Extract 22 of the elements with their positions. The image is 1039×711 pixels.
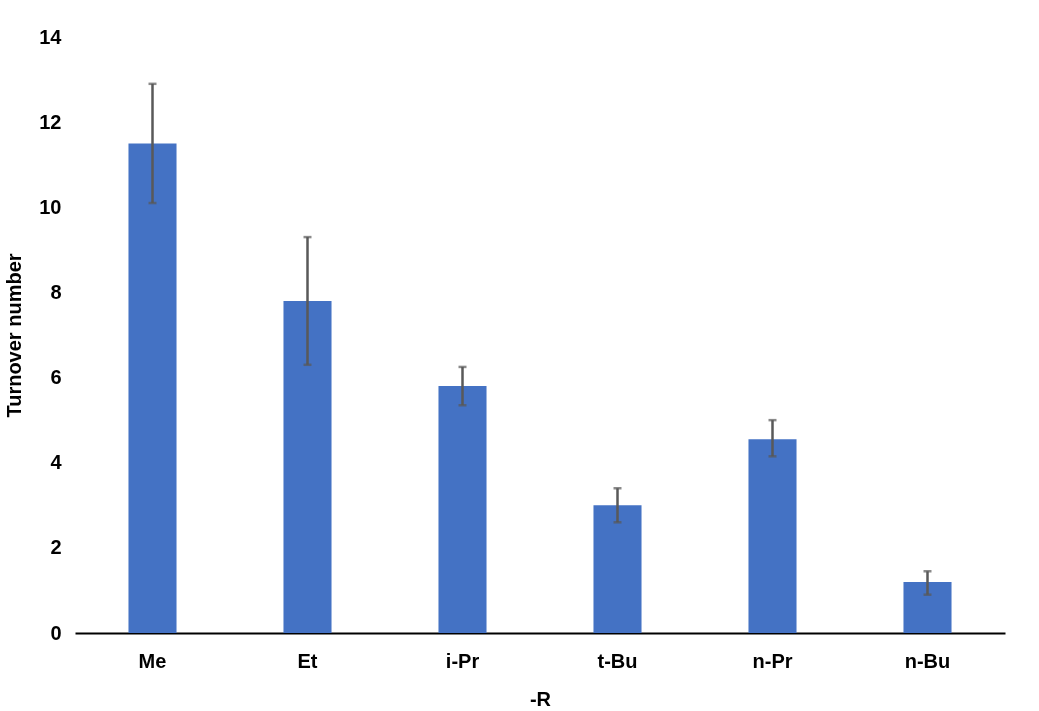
- y-tick-label: 10: [39, 195, 62, 218]
- y-tick-label: 2: [50, 536, 62, 559]
- x-tick-label: n-Pr: [752, 649, 793, 672]
- bar: [283, 300, 332, 633]
- x-axis-title: -R: [529, 687, 552, 710]
- bar: [903, 581, 952, 633]
- x-tick-label: n-Bu: [904, 649, 951, 672]
- bar: [748, 439, 797, 633]
- y-tick-label: 14: [39, 25, 63, 48]
- x-tick-label: Et: [297, 649, 318, 672]
- x-tick-label: Me: [138, 649, 167, 672]
- bar: [438, 386, 487, 633]
- x-tick-label: i-Pr: [445, 649, 480, 672]
- y-axis-title: Turnover number: [3, 253, 26, 418]
- y-tick-label: 8: [50, 280, 62, 303]
- y-tick-label: 4: [50, 451, 63, 474]
- y-tick-label: 6: [50, 366, 62, 389]
- bar: [593, 505, 642, 633]
- bar: [128, 143, 177, 633]
- y-tick-label: 0: [50, 621, 62, 644]
- x-tick-label: t-Bu: [597, 649, 638, 672]
- y-tick-label: 12: [39, 110, 62, 133]
